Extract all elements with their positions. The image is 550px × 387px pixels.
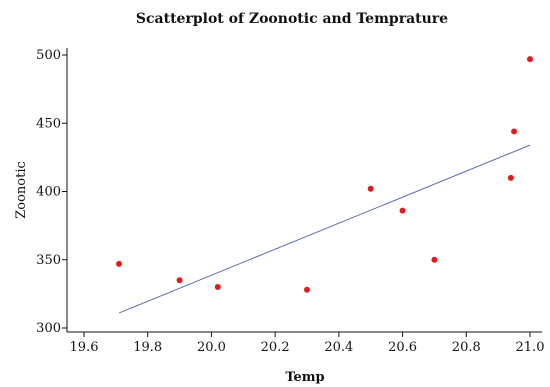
x-tick-label: 20.4 (324, 340, 353, 355)
regression-fit-line (118, 144, 531, 314)
data-point (176, 277, 183, 284)
x-tick-label: 21.0 (516, 340, 545, 355)
y-tick-label: 300 (36, 321, 61, 336)
fit-layer (118, 144, 531, 314)
x-axis-label: Temp (285, 370, 324, 385)
points-layer (116, 56, 533, 293)
data-point (399, 207, 406, 214)
data-point (527, 56, 533, 63)
x-tick-label: 19.8 (133, 340, 162, 355)
data-point (116, 260, 123, 267)
data-point (511, 128, 518, 135)
ticks-layer: 19.6 19.8 20.0 20.2 20.4 20.6 20.8 21.0 300 350 40… (36, 48, 544, 355)
y-axis-label: Zoonotic (14, 161, 29, 219)
data-point (304, 286, 310, 293)
x-tick-label: 19.6 (70, 340, 99, 355)
x-tick-label: 20.2 (261, 340, 290, 355)
y-tick-label: 500 (36, 48, 61, 63)
chart-title: Scatterplot of Zoonotic and Temprature (136, 11, 448, 27)
data-point (367, 185, 374, 192)
x-tick-label: 20.0 (197, 340, 226, 355)
data-point (431, 256, 438, 263)
y-tick-label: 350 (36, 253, 61, 268)
x-tick-label: 20.6 (388, 340, 417, 355)
x-tick-label: 20.8 (452, 340, 481, 355)
data-point (214, 284, 221, 291)
data-point (507, 174, 514, 181)
y-tick-label: 450 (36, 116, 61, 131)
y-tick-label: 400 (36, 185, 61, 200)
